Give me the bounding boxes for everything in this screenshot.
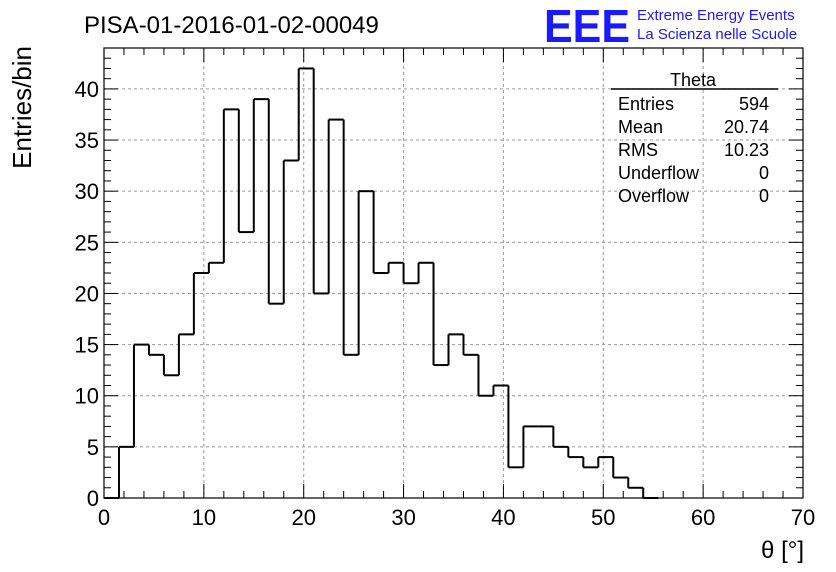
y-tick-label: 0: [87, 486, 99, 511]
stats-row-value: 20.74: [724, 117, 769, 137]
logo-mark: EEE: [544, 0, 630, 52]
y-tick-label: 5: [87, 435, 99, 460]
y-tick-label: 15: [75, 333, 99, 358]
logo-line1: Extreme Energy Events: [637, 7, 795, 24]
chart-title: PISA-01-2016-01-02-00049: [84, 12, 379, 39]
y-tick-label: 30: [75, 179, 99, 204]
stats-box-title: Theta: [670, 70, 717, 90]
y-tick-label: 10: [75, 384, 99, 409]
stats-box: Theta Entries 594 Mean 20.74 RMS 10.23 Underfl…: [611, 70, 778, 206]
y-tick-label: 25: [75, 230, 99, 255]
x-axis-label: θ [°]: [761, 537, 804, 564]
x-tick-label: 70: [791, 505, 815, 530]
plot-frame: [103, 47, 804, 499]
stats-row-label: RMS: [618, 140, 658, 160]
stats-row-label: Overflow: [618, 186, 690, 206]
stats-row-value: 0: [759, 186, 769, 206]
y-tick-labels: 0 5 10 15 20 25 30 35 40: [75, 77, 99, 511]
stats-row-value: 0: [759, 163, 769, 183]
x-tick-label: 0: [98, 505, 110, 530]
x-tick-labels: 0 10 20 30 40 50 60 70: [98, 505, 815, 530]
histogram: [104, 67, 659, 499]
stats-row-label: Mean: [618, 117, 663, 137]
y-tick-label: 20: [75, 281, 99, 306]
stats-row-label: Underflow: [618, 163, 700, 183]
eee-logo: EEE Extreme Energy Events La Scienza nel…: [544, 0, 797, 52]
y-tick-label: 40: [75, 77, 99, 102]
stats-row-value: 594: [739, 94, 769, 114]
stats-row-value: 10.23: [724, 140, 769, 160]
stats-rows: Entries 594 Mean 20.74 RMS 10.23 Underflow 0 Ove…: [618, 94, 769, 206]
x-tick-label: 50: [591, 505, 615, 530]
x-tick-label: 10: [192, 505, 216, 530]
stats-row-label: Entries: [618, 94, 674, 114]
y-axis-label: Entries/bin: [7, 46, 37, 169]
logo-line2: La Scienza nelle Scuole: [637, 26, 797, 43]
x-tick-label: 40: [491, 505, 515, 530]
y-tick-label: 35: [75, 128, 99, 153]
x-tick-label: 60: [691, 505, 715, 530]
x-tick-label: 20: [291, 505, 315, 530]
x-tick-label: 30: [391, 505, 415, 530]
